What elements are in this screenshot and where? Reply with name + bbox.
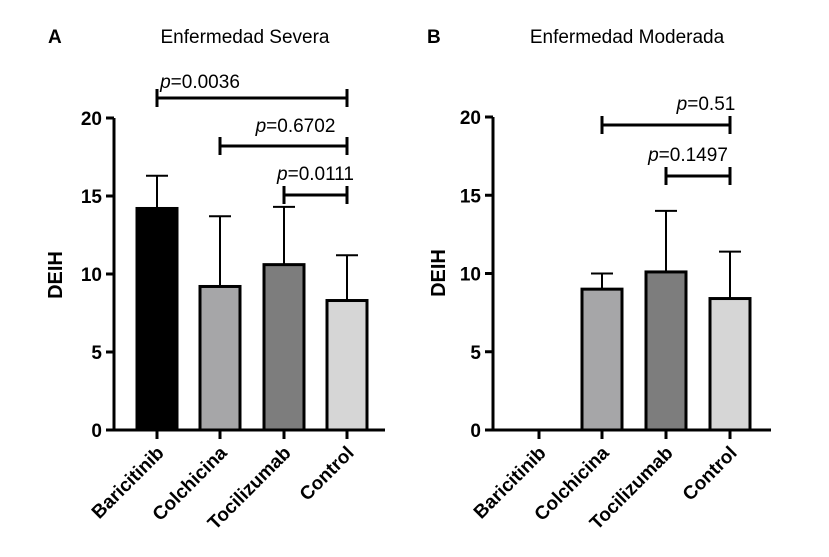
category-label-control: Control	[679, 443, 742, 506]
p-value-label: p=0.6702	[255, 116, 336, 137]
y-tick-label: 5	[91, 343, 102, 364]
y-tick-label: 15	[460, 186, 482, 207]
panel-b: B Enfermedad ModeradaDEIH05101520Bariciti…	[427, 27, 771, 534]
panel-title: Enfermedad Moderada	[530, 27, 725, 48]
bar-colchicina	[580, 287, 624, 432]
p-symbol: p	[676, 94, 688, 115]
panel-letter: B	[427, 27, 441, 48]
p-symbol: p	[255, 116, 267, 137]
category-label-control: Control	[296, 443, 359, 506]
y-tick-label: 0	[470, 421, 481, 442]
p-symbol: p	[276, 164, 288, 185]
y-tick-label: 10	[460, 265, 481, 286]
y-tick-label: 5	[470, 343, 481, 364]
y-tick-label: 20	[81, 109, 102, 130]
p-value: =0.0111	[288, 164, 354, 185]
bar-control	[325, 299, 369, 432]
p-value-label: p=0.0036	[159, 72, 240, 93]
p-value-label: p=0.51	[676, 94, 736, 115]
y-tick-label: 20	[460, 108, 481, 129]
panel-letter: A	[48, 27, 62, 48]
panel-a: A Enfermedad SeveraDEIH05101520Baricitini…	[45, 27, 385, 534]
panel-title: Enfermedad Severa	[161, 27, 330, 48]
bar-control	[708, 297, 752, 432]
y-axis-label: DEIH	[45, 251, 67, 299]
p-value: =0.6702	[266, 116, 335, 137]
p-value: =0.0036	[171, 72, 240, 93]
p-value: =0.51	[687, 94, 735, 115]
bar-tocilizumab	[262, 263, 306, 432]
p-symbol: p	[647, 145, 659, 166]
p-symbol: p	[159, 72, 171, 93]
y-tick-label: 0	[91, 421, 102, 442]
bar-baricitinib	[135, 206, 179, 432]
y-axis-label: DEIH	[428, 249, 450, 297]
y-tick-label: 10	[81, 265, 102, 286]
bar-colchicina	[198, 284, 242, 432]
p-value-label: p=0.1497	[647, 145, 728, 166]
y-tick-label: 15	[81, 187, 103, 208]
bar-tocilizumab	[644, 270, 688, 432]
p-value: =0.1497	[659, 145, 728, 166]
p-value-label: p=0.0111	[276, 164, 354, 185]
